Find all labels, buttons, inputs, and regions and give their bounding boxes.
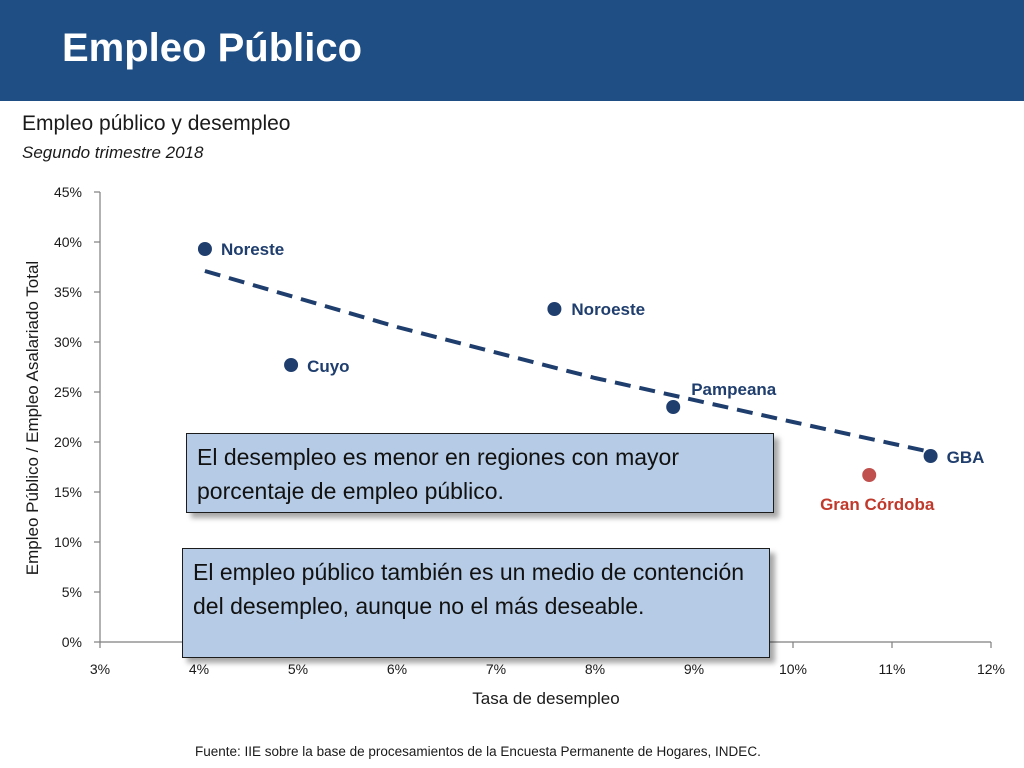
y-tick-label: 45%: [54, 184, 82, 200]
point-label: Cuyo: [307, 357, 350, 376]
chart-subtitle: Segundo trimestre 2018: [22, 143, 204, 162]
data-point: [923, 449, 938, 463]
y-axis-title: Empleo Público / Empleo Asalariado Total: [23, 261, 42, 575]
y-tick-label: 40%: [54, 234, 82, 250]
point-label: Pampeana: [691, 380, 777, 399]
y-tick-label: 5%: [62, 584, 82, 600]
point-label: GBA: [947, 448, 985, 467]
x-tick-label: 7%: [486, 661, 506, 677]
y-tick-label: 30%: [54, 334, 82, 350]
x-tick-label: 8%: [585, 661, 605, 677]
y-tick-label: 35%: [54, 284, 82, 300]
x-tick-label: 5%: [288, 661, 308, 677]
slide-title: Empleo Público: [62, 26, 363, 70]
trendline-group: [204, 269, 932, 454]
chart-title: Empleo público y desempleo: [22, 112, 291, 135]
x-tick-label: 6%: [387, 661, 407, 677]
data-point: [284, 358, 299, 372]
x-tick-label: 12%: [977, 661, 1005, 677]
data-point: [197, 242, 212, 256]
data-point: [862, 468, 877, 482]
y-tick-label: 10%: [54, 534, 82, 550]
y-tick-label: 20%: [54, 434, 82, 450]
point-label: Noroeste: [571, 300, 645, 319]
source-footnote: Fuente: IIE sobre la base de procesamien…: [195, 744, 761, 759]
point-label: Noreste: [221, 240, 284, 259]
callout-box: El empleo público también es un medio de…: [182, 548, 770, 658]
y-tick-label: 15%: [54, 484, 82, 500]
data-point: [547, 302, 562, 316]
x-tick-label: 9%: [684, 661, 704, 677]
point-label: Gran Córdoba: [820, 495, 935, 514]
x-tick-label: 4%: [189, 661, 209, 677]
x-tick-label: 10%: [779, 661, 807, 677]
points-group: Noreste Noroeste Cuyo Pampeana GBA Gran Córdo…: [197, 240, 985, 514]
x-axis-title: Tasa de desempleo: [472, 689, 619, 708]
x-tick-label: 3%: [90, 661, 110, 677]
callout-box: El desempleo es menor en regiones con ma…: [186, 433, 774, 513]
data-point: [666, 400, 681, 414]
header-bar: Empleo Público: [0, 0, 1024, 101]
x-tick-label: 11%: [879, 661, 906, 677]
axes: 0% 5% 10% 15% 20% 25% 30% 35% 40% 45% 3% 4% 5% 6% 7% 8%…: [54, 184, 1005, 677]
y-tick-label: 25%: [54, 384, 82, 400]
y-tick-label: 0%: [62, 634, 82, 650]
trendline: [204, 269, 932, 454]
